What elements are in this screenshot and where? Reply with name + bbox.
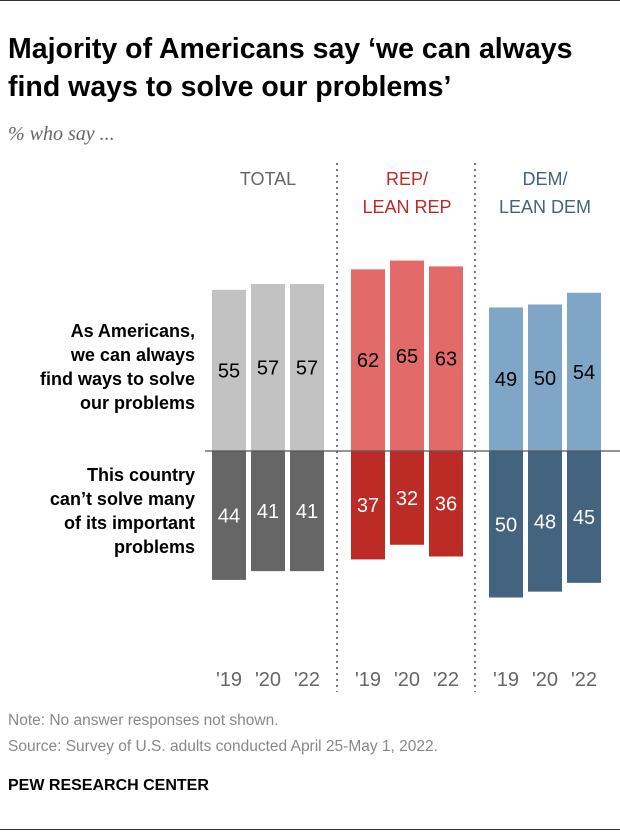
data-label-can-solve: 50 (534, 368, 556, 390)
data-label-can-solve: 63 (435, 349, 457, 371)
data-label-cant-solve: 37 (357, 495, 379, 517)
bar-cant-solve (212, 451, 246, 580)
bar-cant-solve (567, 451, 601, 583)
data-label-can-solve: 55 (218, 360, 240, 382)
top-rule (0, 0, 620, 1)
row-label-line: problems (113, 537, 195, 557)
data-label-can-solve: 57 (296, 357, 318, 379)
data-label-can-solve: 54 (573, 362, 595, 384)
row-label-can-solve: As Americans, we can always find ways to… (40, 319, 195, 415)
bar-cant-solve (390, 451, 424, 545)
x-tick-label: '20 (394, 669, 420, 691)
bar-can-solve (429, 266, 463, 451)
x-tick-label: '22 (294, 669, 320, 691)
data-label-cant-solve: 32 (396, 488, 418, 510)
x-tick-label: '19 (493, 669, 519, 691)
row-label-line: As Americans, (70, 321, 195, 341)
data-label-cant-solve: 44 (218, 505, 240, 527)
x-tick-label: '20 (255, 669, 281, 691)
x-tick-label: '19 (216, 669, 242, 691)
source: Source: Survey of U.S. adults conducted … (8, 738, 438, 755)
bar-can-solve (251, 283, 285, 451)
data-label-can-solve: 62 (357, 350, 379, 372)
chart-title: Majority of Americans say ‘we can always… (8, 33, 573, 103)
bar-can-solve (567, 292, 601, 451)
bar-can-solve (212, 289, 246, 451)
group-header: LEAN DEM (499, 197, 591, 217)
note: Note: No answer responses not shown. (8, 712, 279, 729)
row-label-line: can’t solve many (49, 489, 195, 509)
chart-subtitle: % who say ... (8, 123, 115, 145)
row-label-line: our problems (79, 393, 195, 413)
group-header: DEM/ (523, 169, 568, 189)
bar-can-solve (290, 283, 324, 451)
bottom-rule (0, 829, 620, 830)
row-label-line: of its important (64, 513, 195, 533)
x-tick-label: '22 (433, 669, 459, 691)
x-tick-label: '20 (532, 669, 558, 691)
bar-cant-solve (489, 451, 523, 598)
group-header: REP/ (386, 169, 428, 189)
data-label-cant-solve: 45 (573, 507, 595, 529)
x-tick-label: '19 (355, 669, 381, 691)
group-header: LEAN REP (362, 197, 451, 217)
x-tick-label: '22 (571, 669, 597, 691)
bar-cant-solve (528, 451, 562, 592)
bar-cant-solve (290, 451, 324, 572)
row-label-line: This country (86, 465, 195, 485)
row-label-line: we can always (70, 345, 195, 365)
bar-cant-solve (251, 451, 285, 572)
row-label-line: find ways to solve (39, 369, 195, 389)
data-label-cant-solve: 36 (435, 494, 457, 516)
data-label-can-solve: 65 (396, 346, 418, 368)
data-label-cant-solve: 41 (296, 501, 318, 523)
data-label-cant-solve: 48 (534, 511, 556, 533)
data-label-can-solve: 49 (495, 369, 517, 391)
bar-can-solve (390, 260, 424, 451)
data-label-cant-solve: 41 (257, 501, 279, 523)
data-label-cant-solve: 50 (495, 514, 517, 536)
bar-can-solve (351, 269, 385, 451)
brand-logo-text: PEW RESEARCH CENTER (8, 777, 209, 794)
data-label-can-solve: 57 (257, 357, 279, 379)
row-label-cant-solve: This country can’t solve many of its imp… (50, 463, 195, 559)
bar-cant-solve (351, 451, 385, 560)
bar-can-solve (528, 304, 562, 451)
group-header: TOTAL (240, 169, 296, 189)
bar-can-solve (489, 307, 523, 451)
bar-cant-solve (429, 451, 463, 557)
